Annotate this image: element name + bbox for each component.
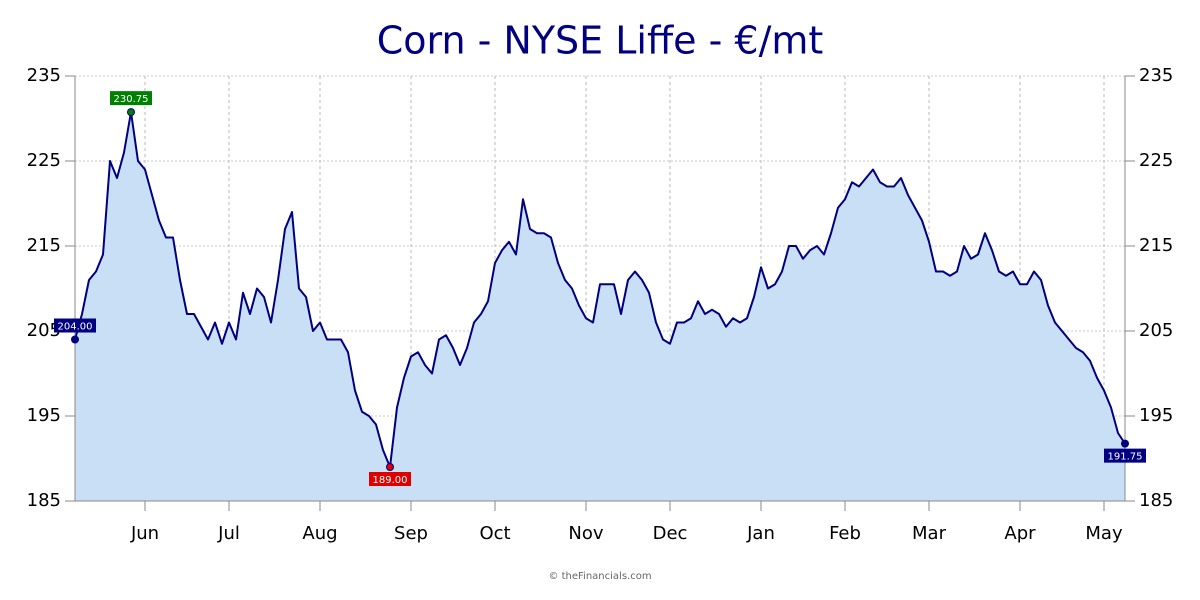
- line: [74, 111, 1126, 468]
- x-tick-label: Feb: [829, 523, 861, 544]
- label-box: [369, 472, 411, 486]
- y2-tick-label: 195: [1139, 405, 1173, 426]
- y-tick-label: 205: [27, 320, 61, 341]
- data-label: 204.00: [58, 322, 93, 333]
- x-tick-label: Jun: [130, 523, 159, 544]
- y2-tick-label: 185: [1139, 490, 1173, 511]
- data-label: 230.75: [114, 94, 149, 105]
- y-tick-label: 215: [27, 235, 61, 256]
- point: [71, 335, 79, 344]
- x-tick-label: Jul: [217, 523, 240, 544]
- chart-title: Corn - NYSE Liffe - €/mt: [377, 19, 824, 63]
- x-tick-label: Oct: [479, 523, 510, 544]
- x-tick-label: Apr: [1004, 523, 1036, 544]
- data-label: 189.00: [373, 475, 408, 486]
- label-box: [110, 91, 152, 106]
- label-box: [54, 318, 96, 333]
- x-tick-label: Dec: [653, 523, 688, 544]
- x-tick-label: Aug: [302, 523, 337, 544]
- y2-tick-label: 225: [1139, 150, 1173, 171]
- y2-tick-label: 235: [1139, 65, 1173, 86]
- data-label: 191.75: [1108, 452, 1143, 463]
- point: [127, 108, 135, 117]
- x-tick-label: Sep: [394, 523, 428, 544]
- point: [1121, 439, 1129, 448]
- y2-tick-label: 215: [1139, 235, 1173, 256]
- area: [75, 112, 1125, 501]
- x-tick-label: Jan: [746, 523, 775, 544]
- x-tick-label: Mar: [912, 523, 947, 544]
- y-tick-label: 185: [27, 490, 61, 511]
- label-box: [1104, 448, 1146, 463]
- x-tick-label: May: [1085, 523, 1123, 544]
- credit: © theFinancials.com: [548, 571, 651, 582]
- y-tick-label: 195: [27, 405, 61, 426]
- point: [386, 463, 394, 471]
- y-tick-label: 225: [27, 150, 61, 171]
- y2-tick-label: 205: [1139, 320, 1173, 341]
- y-tick-label: 235: [27, 65, 61, 86]
- x-tick-label: Nov: [568, 523, 603, 544]
